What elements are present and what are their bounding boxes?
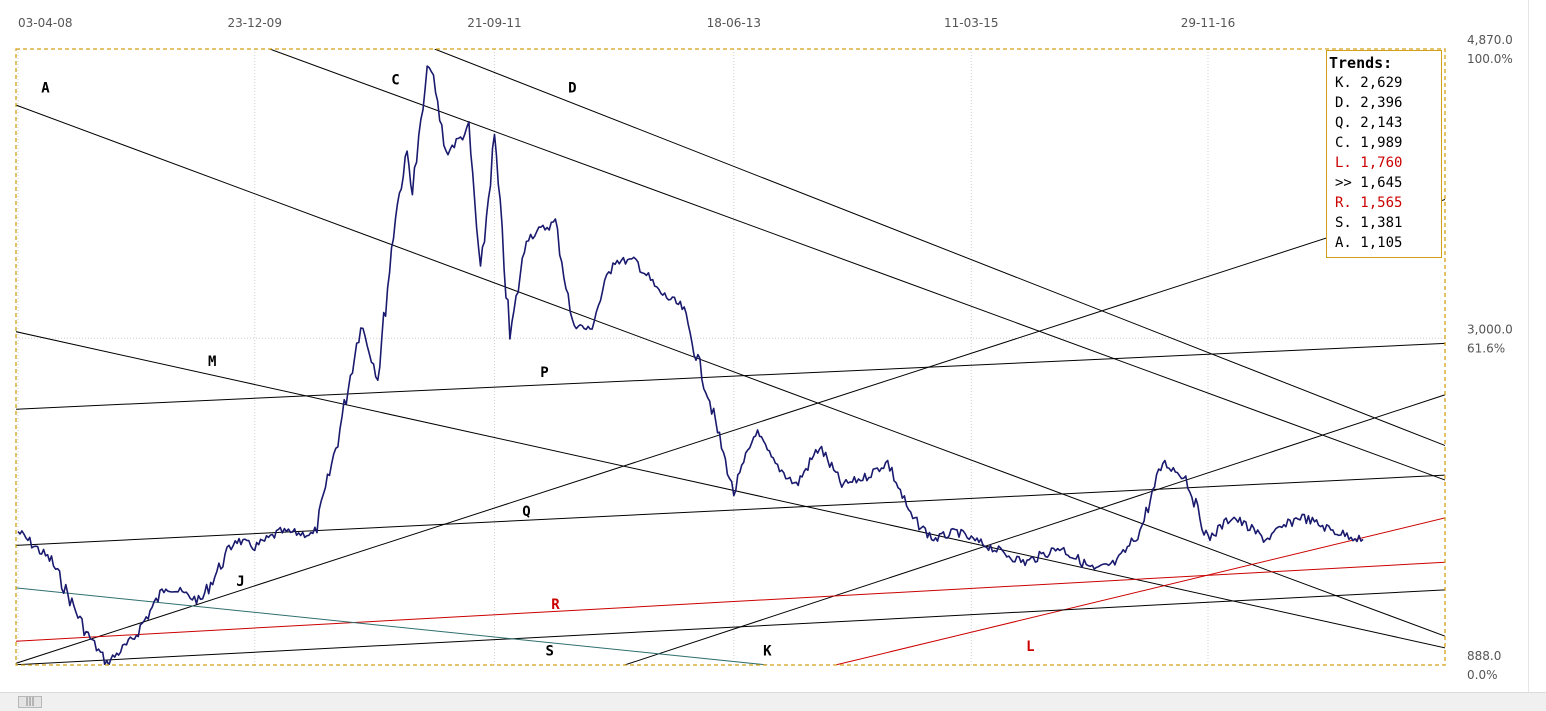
legend-entry-value: 1,989 [1360,135,1403,151]
trendline-l [835,517,1445,665]
trendline-label: J [236,574,244,590]
trends-legend: Trends: K. 2,629 D. 2,396 Q. 2,143 C. 1,989… [1326,50,1442,258]
vertical-scroll-area [1528,0,1546,692]
legend-entry-label: L. [1335,155,1352,171]
trendline-k [624,394,1445,665]
x-tick-label: 29-11-16 [1181,16,1235,30]
legend-entry-label: C. [1335,135,1352,151]
legend-entry-value: 1,645 [1360,175,1403,191]
y-tick-value: 888.0 [1467,649,1501,663]
trendline-label: L [1026,639,1034,655]
x-tick-label: 11-03-15 [944,16,998,30]
y-tick-value: 3,000.0 [1467,322,1513,336]
legend-entry-label: >> [1335,175,1352,191]
trendline-label: K [763,643,772,659]
trendline-label: C [391,73,399,89]
price-series [17,65,1364,665]
legend-entry-label: Q. [1335,115,1352,131]
legend-entry-value: 2,396 [1360,95,1403,111]
horizontal-scrollbar[interactable]: ||| [0,692,1546,711]
legend-entry: C. 1,989 [1327,133,1441,153]
legend-entry-label: S. [1335,215,1352,231]
legend-entry-value: 2,143 [1360,115,1403,131]
legend-entry-value: 2,629 [1360,75,1403,91]
legend-entry: >> 1,645 [1327,173,1441,193]
x-tick-label: 23-12-09 [227,16,281,30]
trendline-a [16,104,1445,637]
legend-entry-label: R. [1335,195,1352,211]
legend-entry-label: K. [1335,75,1352,91]
x-axis-ticks: 03-04-08 23-12-09 21-09-11 18-06-13 11-03-15… [18,16,1235,30]
legend-entry: R. 1,565 [1327,193,1441,213]
legend-entry-label: D. [1335,95,1352,111]
plot-frame [15,48,1446,666]
legend-entry-value: 1,565 [1360,195,1403,211]
trendline-label: P [540,365,548,381]
legend-entry: L. 1,760 [1327,153,1441,173]
trendline-label: A [41,80,50,96]
legend-entry: S. 1,381 [1327,213,1441,233]
trendline-d [434,49,1445,447]
legend-entry: A. 1,105 [1327,233,1441,253]
grid [16,49,1445,665]
trendline-labels: A C D M P J Q R S K L [41,73,1034,660]
trendline-j [16,198,1445,664]
y-tick-percent: 0.0% [1467,668,1498,682]
legend-entry-value: 1,381 [1360,215,1403,231]
trendline-label: S [546,643,554,659]
trendlines [16,49,1445,665]
trendline-c [269,49,1445,481]
trendline-label: R [551,597,560,613]
trendline-label: D [568,80,576,96]
trendline-q [16,474,1445,546]
price-line [17,65,1364,665]
trendline-teal [16,587,768,665]
x-tick-label: 03-04-08 [18,16,72,30]
trendline-label: M [208,354,216,370]
legend-entry: D. 2,396 [1327,93,1441,113]
legend-title: Trends: [1329,54,1393,72]
chart-canvas: A C D M P J Q R S K L 03-04-08 23-12-09 21-09-11 18-0… [15,16,1513,682]
y-axis-ticks: 4,870.0 100.0% 3,000.0 61.6% 888.0 0.0% [1467,33,1513,682]
legend-entry: K. 2,629 [1327,73,1441,93]
scrollbar-thumb[interactable]: ||| [18,696,42,708]
legend-entry-label: A. [1335,235,1352,251]
x-tick-label: 21-09-11 [467,16,521,30]
trendline-m [16,331,1445,649]
legend-entry-value: 1,105 [1360,235,1403,251]
trendline-s [16,589,1445,665]
trendline-r [16,561,1445,642]
legend-entry: Q. 2,143 [1327,113,1441,133]
y-tick-percent: 61.6% [1467,341,1505,355]
y-tick-value: 4,870.0 [1467,33,1513,47]
legend-entry-value: 1,760 [1360,155,1403,171]
y-tick-percent: 100.0% [1467,52,1513,66]
trendline-label: Q [522,504,530,520]
trendline-p [16,342,1445,410]
x-tick-label: 18-06-13 [707,16,761,30]
chart: A C D M P J Q R S K L 03-04-08 23-12-09 21-09-11 18-0… [15,16,1513,682]
